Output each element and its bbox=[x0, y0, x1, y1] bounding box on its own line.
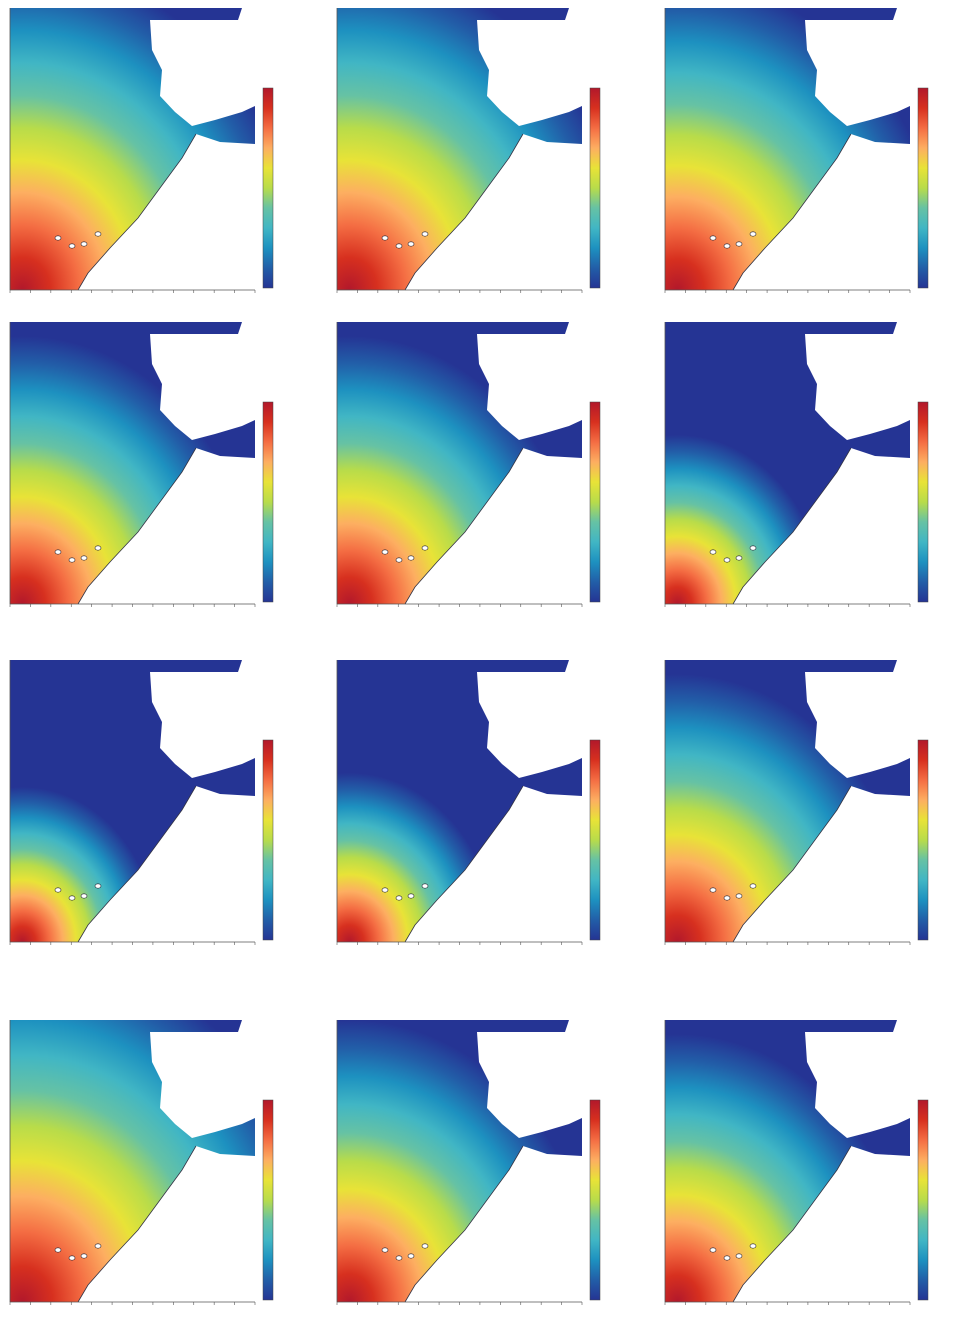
island bbox=[710, 236, 716, 240]
colorbar bbox=[263, 402, 273, 602]
island bbox=[736, 894, 742, 898]
island bbox=[724, 896, 730, 900]
map-panel bbox=[665, 1020, 928, 1305]
island bbox=[724, 1256, 730, 1260]
map-panel bbox=[665, 660, 928, 945]
island bbox=[81, 556, 87, 560]
island bbox=[396, 558, 402, 562]
island bbox=[750, 546, 756, 550]
island bbox=[81, 894, 87, 898]
map-panel bbox=[10, 8, 273, 293]
island bbox=[95, 884, 101, 888]
colorbar bbox=[590, 1100, 600, 1300]
island bbox=[724, 558, 730, 562]
island bbox=[95, 232, 101, 236]
island bbox=[81, 1254, 87, 1258]
island bbox=[750, 884, 756, 888]
island bbox=[710, 888, 716, 892]
map-panel bbox=[665, 322, 928, 607]
map-panel bbox=[10, 660, 273, 945]
island bbox=[396, 896, 402, 900]
colorbar bbox=[918, 740, 928, 940]
island bbox=[55, 550, 61, 554]
map-panel bbox=[337, 660, 600, 945]
colorbar bbox=[263, 88, 273, 288]
island bbox=[750, 1244, 756, 1248]
island bbox=[69, 1256, 75, 1260]
island bbox=[382, 236, 388, 240]
island bbox=[382, 1248, 388, 1252]
island bbox=[724, 244, 730, 248]
colorbar bbox=[590, 740, 600, 940]
island bbox=[55, 888, 61, 892]
island bbox=[736, 242, 742, 246]
map-figure bbox=[0, 0, 967, 1328]
island bbox=[408, 1254, 414, 1258]
island bbox=[95, 1244, 101, 1248]
island bbox=[408, 556, 414, 560]
island bbox=[710, 1248, 716, 1252]
island bbox=[408, 242, 414, 246]
colorbar bbox=[918, 402, 928, 602]
map-panel bbox=[10, 322, 273, 607]
map-panel bbox=[337, 1020, 600, 1305]
island bbox=[81, 242, 87, 246]
map-panel bbox=[665, 8, 928, 293]
map-panel bbox=[10, 1020, 273, 1305]
island bbox=[382, 550, 388, 554]
colorbar bbox=[590, 402, 600, 602]
island bbox=[95, 546, 101, 550]
island bbox=[396, 1256, 402, 1260]
island bbox=[422, 1244, 428, 1248]
island bbox=[382, 888, 388, 892]
island bbox=[750, 232, 756, 236]
island bbox=[69, 244, 75, 248]
island bbox=[55, 236, 61, 240]
colorbar bbox=[918, 1100, 928, 1300]
island bbox=[736, 556, 742, 560]
island bbox=[396, 244, 402, 248]
colorbar bbox=[918, 88, 928, 288]
island bbox=[69, 896, 75, 900]
island bbox=[69, 558, 75, 562]
island bbox=[710, 550, 716, 554]
colorbar bbox=[263, 1100, 273, 1300]
island bbox=[422, 884, 428, 888]
figure-page bbox=[0, 0, 967, 1328]
colorbar bbox=[263, 740, 273, 940]
colorbar bbox=[590, 88, 600, 288]
island bbox=[408, 894, 414, 898]
island bbox=[422, 546, 428, 550]
island bbox=[55, 1248, 61, 1252]
island bbox=[736, 1254, 742, 1258]
map-panel bbox=[337, 8, 600, 293]
map-panel bbox=[337, 322, 600, 607]
island bbox=[422, 232, 428, 236]
